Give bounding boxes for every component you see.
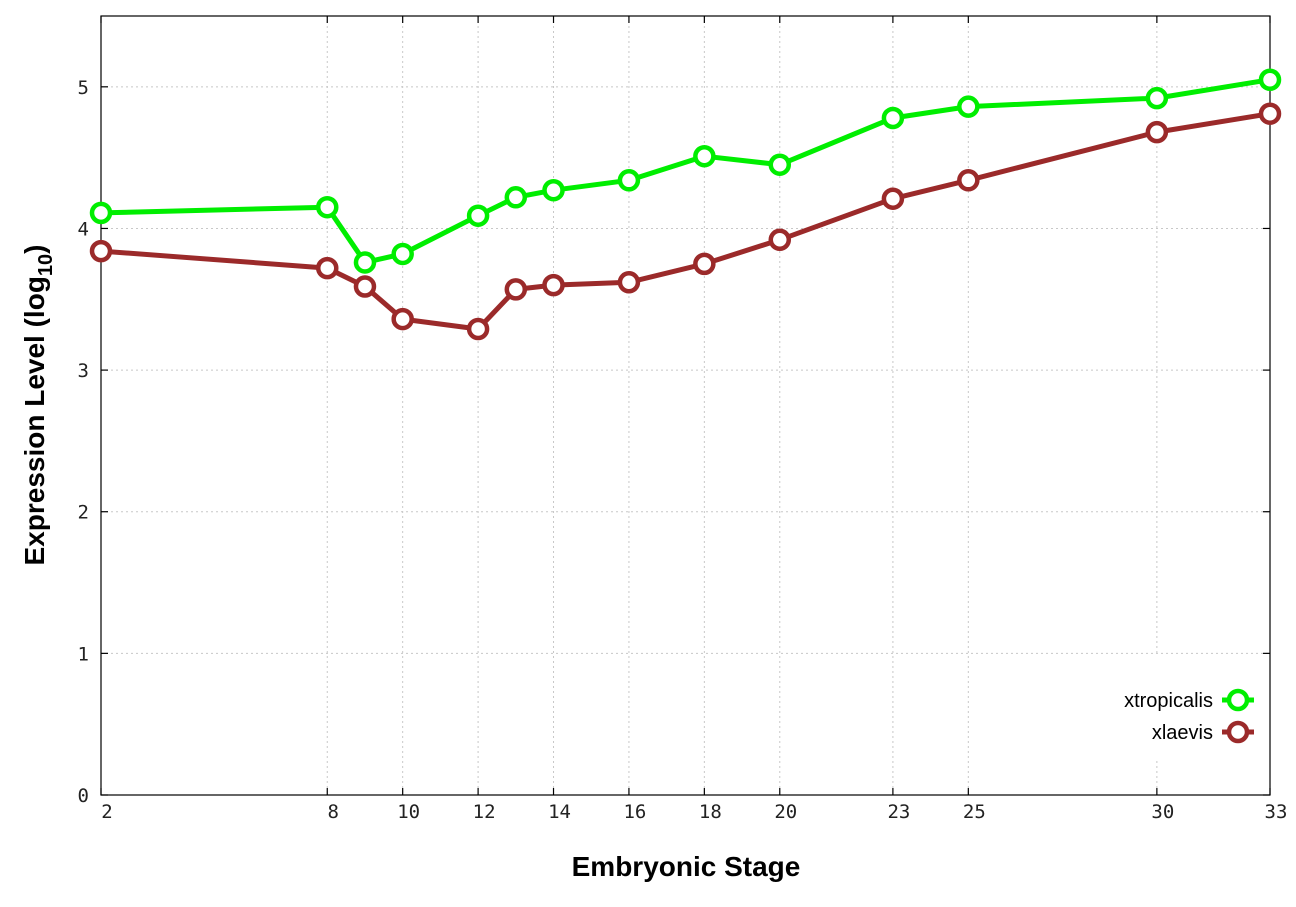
x-tick-label: 16 [623,801,646,823]
data-point-xlaevis [693,252,716,276]
x-axis-title: Embryonic Stage [572,851,801,882]
y-tick-label: 4 [78,218,89,240]
x-tick-label: 23 [887,801,910,823]
data-point-xtropicalis [466,204,490,227]
series-group [89,68,1282,341]
y-tick-label: 5 [78,77,89,99]
data-point-xlaevis [353,275,377,298]
data-point-xtropicalis [316,195,339,219]
series-xlaevis [89,102,1282,341]
plot-frame [100,15,1271,796]
x-tick-label: 25 [963,801,986,823]
data-point-xtropicalis [542,178,565,202]
data-point-xlaevis [881,187,905,210]
data-point-xtropicalis [693,144,716,168]
y-tick-labels: 0 1 2 3 4 5 [78,77,89,807]
data-point-xlaevis [89,239,113,263]
data-point-xlaevis [617,271,641,294]
x-tick-label: 14 [548,801,571,823]
y-tick-label: 0 [78,785,89,807]
data-point-xlaevis [1145,120,1169,144]
legend-label-xtropicalis: xtropicalis [1124,690,1213,712]
data-point-xtropicalis [957,95,980,118]
y-axis-title-subscript: 10 [35,254,57,276]
series-xtropicalis [89,68,1282,274]
data-point-xtropicalis [768,153,792,176]
data-point-xlaevis [316,256,339,280]
data-point-xlaevis [542,273,565,297]
data-point-xtropicalis [881,106,905,130]
series-line-xlaevis [100,111,1271,332]
data-point-xtropicalis [353,251,377,274]
x-tick-label: 30 [1151,801,1174,823]
legend: xtropicalis xlaevis [1072,655,1267,760]
data-point-xlaevis [768,228,792,252]
y-axis-title-close: ) [19,245,50,254]
x-tick-label: 20 [774,801,797,823]
data-point-xlaevis [957,169,980,192]
data-point-xtropicalis [617,169,641,192]
data-point-xtropicalis [391,242,414,266]
x-tick-label: 8 [328,801,339,823]
data-point-xtropicalis [1258,68,1282,91]
x-tick-label: 2 [101,801,112,823]
legend-marker-xlaevis [1226,720,1250,744]
x-tick-label: 10 [397,801,420,823]
x-tick-label: 12 [473,801,496,823]
axis-ticks [100,16,1271,796]
data-point-xlaevis [466,317,490,341]
data-point-xtropicalis [1145,86,1169,110]
data-point-xtropicalis [504,186,528,209]
y-tick-label: 3 [78,360,89,382]
x-tick-label: 18 [699,801,722,823]
x-tick-labels: 2 8 10 12 14 16 18 20 23 25 30 33 [101,801,1287,823]
series-line-xtropicalis [100,77,1271,265]
y-tick-label: 1 [78,643,89,665]
y-axis-title-main: Expression Level (log [19,276,50,565]
data-point-xtropicalis [89,201,113,225]
x-tick-label: 33 [1265,801,1288,823]
legend-label-xlaevis: xlaevis [1152,722,1213,744]
legend-marker-xtropicalis [1226,688,1250,712]
y-axis-title: Expression Level (log10) [19,245,57,566]
data-point-xlaevis [504,278,528,301]
data-point-xlaevis [391,307,414,331]
y-tick-label: 2 [78,502,89,524]
data-point-xlaevis [1258,102,1282,125]
